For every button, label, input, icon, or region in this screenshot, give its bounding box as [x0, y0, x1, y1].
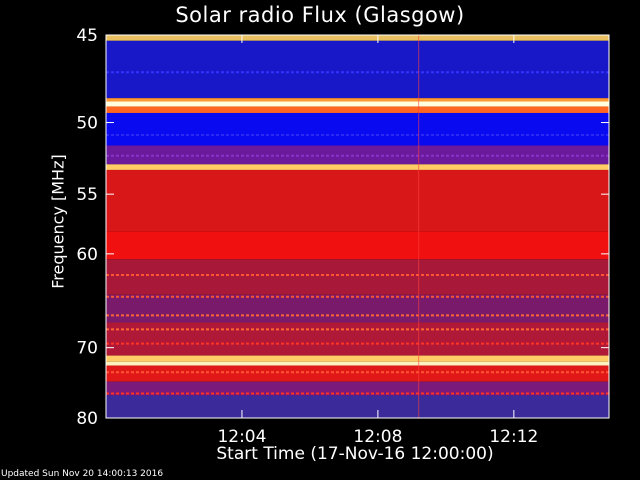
frequency-band	[106, 294, 609, 323]
y-tick-label: 50	[76, 114, 98, 134]
frequency-band	[106, 355, 609, 362]
frequency-band	[106, 322, 609, 356]
frequency-band	[106, 101, 609, 107]
y-axis: 45 50 55 60 70 80	[76, 26, 609, 429]
chart-title: Solar radio Flux (Glasgow)	[175, 3, 465, 27]
updated-timestamp: Updated Sun Nov 20 14:00:13 2016	[1, 469, 164, 479]
y-axis-label: Frequency [MHz]	[48, 154, 68, 289]
x-tick-label: 12:08	[353, 427, 402, 447]
frequency-band	[106, 169, 609, 232]
plot-frame	[105, 34, 610, 419]
x-tick-label: 12:12	[489, 427, 538, 447]
y-tick-label: 45	[76, 26, 98, 46]
frequency-band	[106, 106, 609, 113]
frequency-band	[106, 164, 609, 170]
frequency-band	[106, 365, 609, 382]
frequency-band	[106, 361, 609, 366]
frequency-band	[106, 112, 609, 146]
frequency-band	[106, 231, 609, 260]
y-tick-label: 55	[76, 185, 98, 205]
frequency-band	[106, 40, 609, 99]
frequency-band	[106, 381, 609, 396]
spectrogram-heatmap	[106, 35, 609, 418]
y-tick-label: 60	[76, 245, 98, 265]
frequency-band	[106, 35, 609, 41]
x-tick-label: 12:04	[217, 427, 266, 447]
frequency-band	[106, 259, 609, 295]
y-tick-label: 70	[76, 339, 98, 359]
frequency-band	[106, 98, 609, 102]
x-axis-label: Start Time (17-Nov-16 12:00:00)	[216, 444, 494, 464]
x-axis: 12:04 12:08 12:12	[217, 35, 538, 447]
y-tick-label: 80	[76, 409, 98, 429]
frequency-band	[106, 395, 609, 418]
